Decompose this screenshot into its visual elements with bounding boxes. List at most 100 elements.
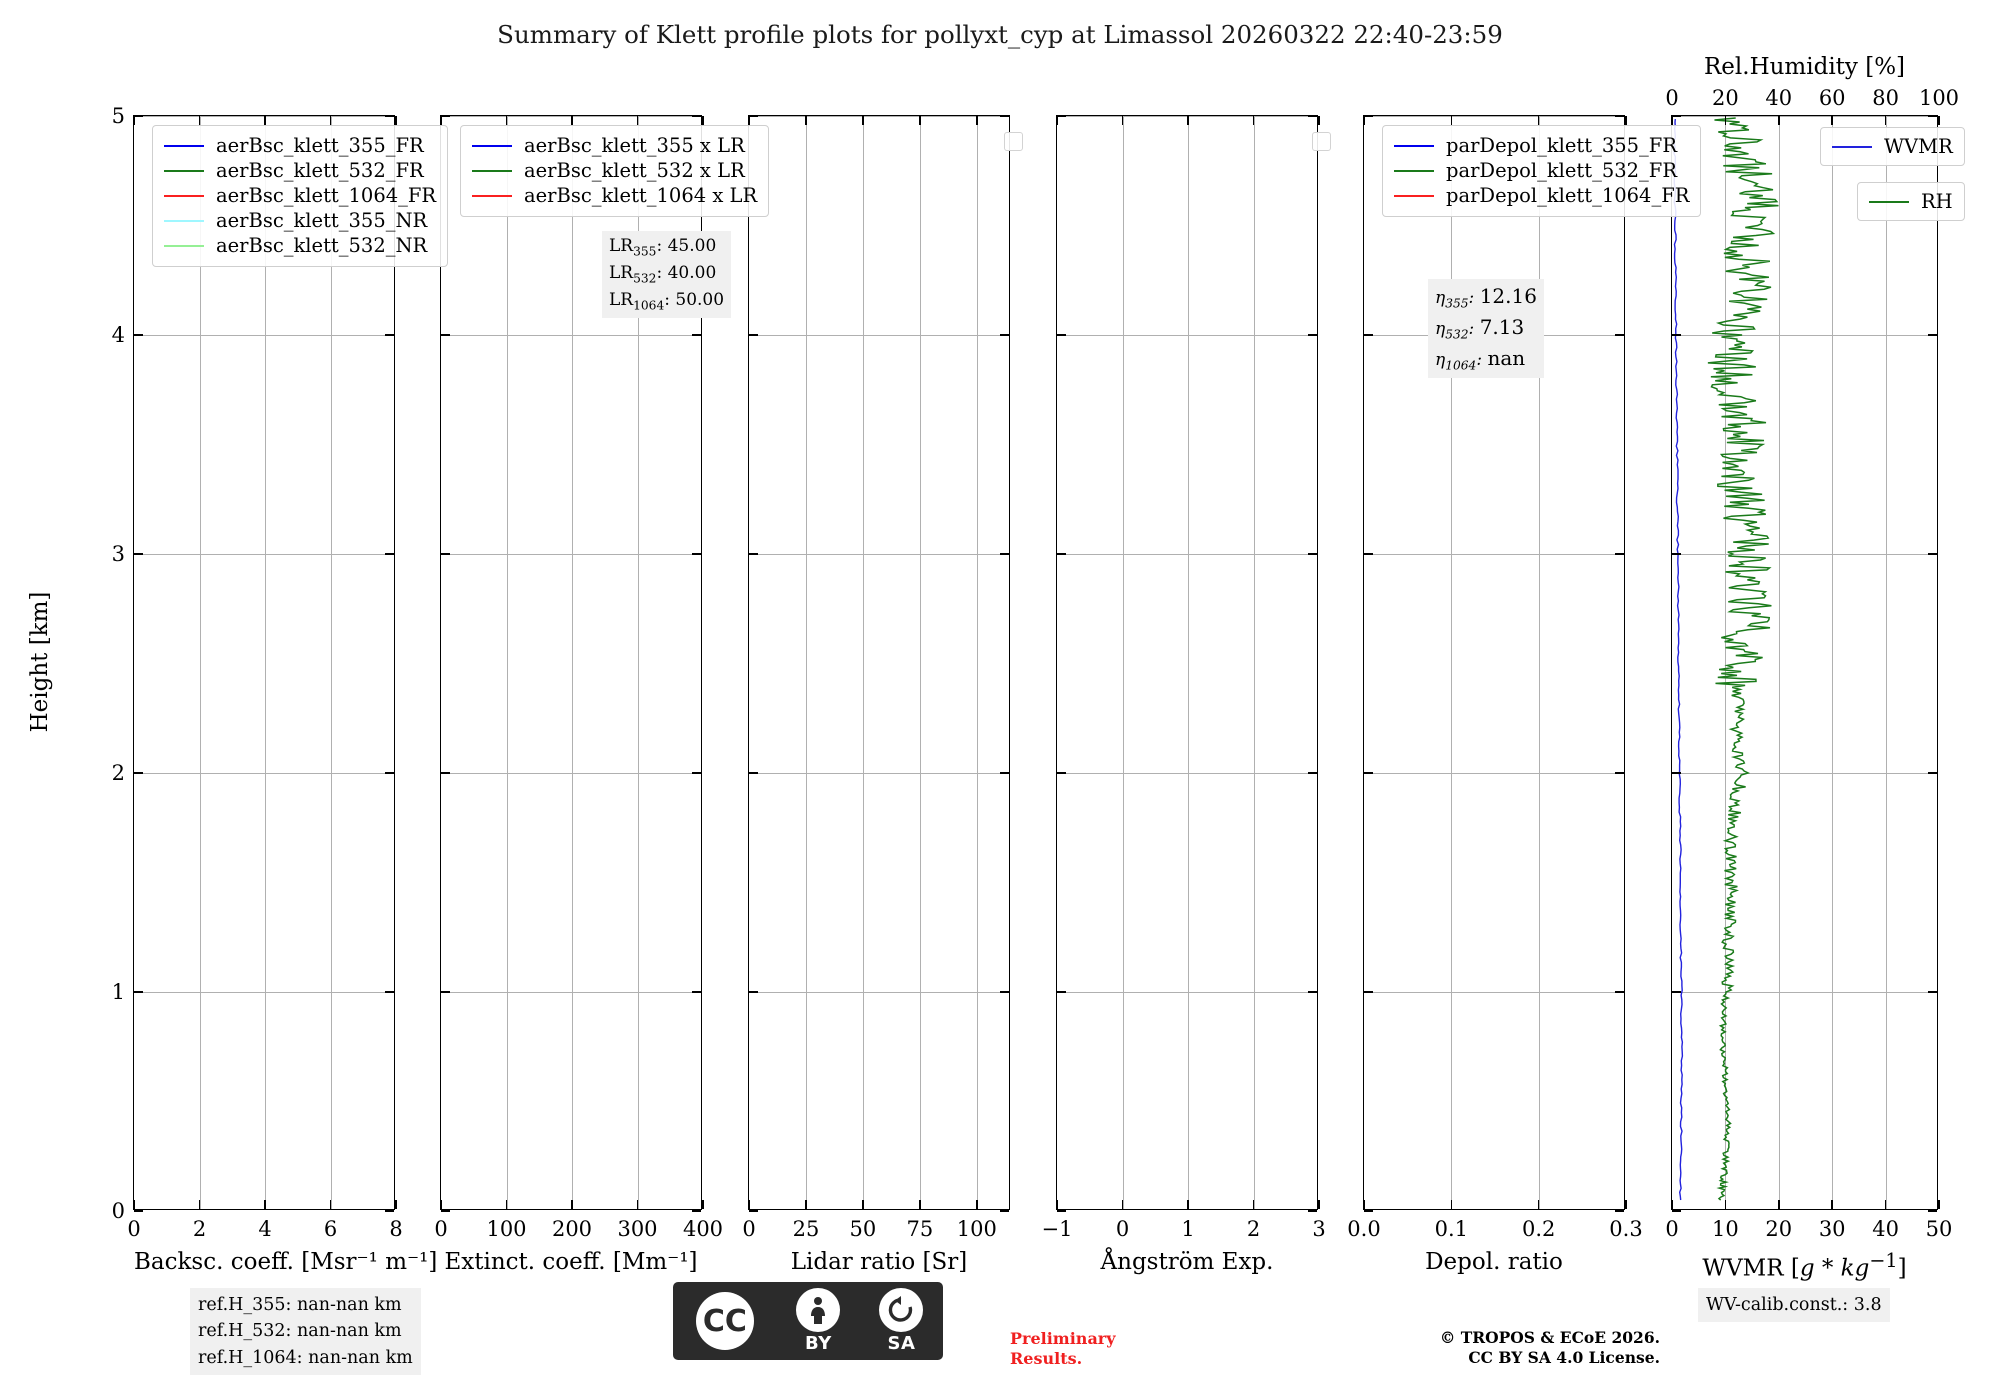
legend-rh[interactable]: RH (1857, 182, 1965, 221)
x-tick-mark (505, 116, 508, 125)
y-tick-mark (1057, 772, 1066, 774)
legend-backscatter[interactable]: aerBsc_klett_355_FR aerBsc_klett_532_FR ae… (152, 125, 449, 267)
x-tick-mark (1778, 1200, 1780, 1209)
legend-item[interactable]: aerBsc_klett_1064 x LR (472, 183, 757, 208)
gridline-horizontal (441, 116, 701, 117)
x-tick-label: 20 (1765, 1217, 1793, 1241)
plot-area-backscatter (134, 116, 394, 1209)
annotation-value: 7.13 (1479, 315, 1525, 340)
y-tick-mark (1057, 334, 1066, 336)
y-tick-mark (1615, 991, 1624, 993)
legend-color-swatch (472, 194, 512, 197)
x-tick-mark (329, 1200, 332, 1209)
y-tick-label: 1 (111, 980, 125, 1004)
gridline-vertical (1778, 116, 1780, 1209)
y-tick-mark (1308, 334, 1317, 336)
gridline-horizontal (1364, 554, 1624, 555)
legend-item[interactable]: aerBsc_klett_532_NR (164, 233, 436, 258)
ref-heights-box: ref.H_355: nan-nan km ref.H_532: nan-nan… (190, 1288, 421, 1375)
legend-extinction[interactable]: aerBsc_klett_355 x LR aerBsc_klett_532 x … (460, 125, 770, 217)
gridline-horizontal (749, 116, 1009, 117)
legend-color-swatch (1869, 200, 1909, 203)
x-tick-mark (1450, 1200, 1453, 1209)
x-tick-label: 0 (1115, 1217, 1130, 1241)
annotation-row: LR532: 40.00 (609, 261, 724, 288)
x-tick-mark (862, 116, 864, 125)
preliminary-note: Preliminary Results. (1010, 1329, 1116, 1370)
gridline-horizontal (1057, 992, 1317, 993)
y-tick-mark (1057, 1210, 1066, 1212)
y-tick-mark (1000, 115, 1009, 117)
legend-item[interactable]: aerBsc_klett_532 x LR (472, 158, 757, 183)
x-tick-mark (976, 116, 978, 125)
annotation-value: 45.00 (667, 236, 717, 256)
y-tick-mark (385, 553, 394, 555)
page-title: Summary of Klett profile plots for polly… (497, 20, 1503, 49)
legend-color-swatch (472, 144, 512, 147)
x-tick-mark (1187, 1200, 1189, 1209)
legend-placeholder-lidar-ratio[interactable] (1004, 132, 1023, 151)
gridline-horizontal (1364, 992, 1624, 993)
y-tick-mark (1000, 553, 1009, 555)
x-tick-label-top: 100 (1918, 86, 1960, 110)
x-tick-mark (1625, 1200, 1627, 1209)
legend-item[interactable]: aerBsc_klett_532_FR (164, 158, 436, 183)
gridline-vertical (572, 116, 573, 1209)
legend-item[interactable]: WVMR (1832, 134, 1953, 159)
legend-color-swatch (1394, 169, 1434, 172)
cc-sa-label: SA (887, 1333, 916, 1354)
y-tick-mark (749, 115, 758, 117)
cc-license-badge[interactable]: CC BY SA (673, 1282, 943, 1360)
legend-item[interactable]: parDepol_klett_1064_FR (1394, 183, 1689, 208)
x-tick-mark (1884, 1200, 1887, 1209)
x-tick-mark (748, 1200, 750, 1209)
legend-placeholder-angstrom[interactable] (1312, 132, 1331, 151)
legend-item[interactable]: RH (1869, 189, 1953, 214)
legend-wvmr[interactable]: WVMR (1820, 127, 1965, 166)
x-tick-mark (1831, 116, 1833, 125)
legend-item[interactable]: aerBsc_klett_355_NR (164, 208, 436, 233)
plot-panel-angstrom: −1 0 1 2 3 Ångström Exp. (1042, 115, 1326, 1275)
plot-panel-lidar-ratio: 0 25 50 75 100 Lidar ratio [Sr] (742, 115, 1010, 1275)
y-tick-mark (1672, 991, 1681, 993)
gridline-horizontal (749, 335, 1009, 336)
legend-item[interactable]: parDepol_klett_532_FR (1394, 158, 1689, 183)
gridline-horizontal (1672, 992, 1937, 993)
legend-item[interactable]: aerBsc_klett_355_FR (164, 133, 436, 158)
y-tick-mark (385, 334, 394, 336)
x-tick-label: 75 (906, 1217, 934, 1241)
y-tick-mark (1057, 553, 1066, 555)
y-tick-mark (441, 334, 450, 336)
x-tick-mark (1671, 116, 1673, 125)
gridline-horizontal (1364, 116, 1624, 117)
annotation-row: η1064: nan (1435, 344, 1537, 375)
x-tick-mark (702, 1200, 704, 1209)
y-tick-mark (1308, 115, 1317, 117)
x-tick-mark (1537, 1200, 1540, 1209)
x-tick-mark (571, 1200, 573, 1209)
x-tick-label: 6 (323, 1217, 338, 1241)
y-tick-mark (385, 772, 394, 774)
y-tick-mark (1364, 1210, 1373, 1212)
x-tick-mark (1938, 116, 1940, 125)
annotation-value: 12.16 (1479, 284, 1537, 308)
gridline-horizontal (1672, 335, 1937, 336)
y-tick-mark (1615, 334, 1624, 336)
gridline-vertical (1885, 116, 1887, 1209)
ref-height-532: ref.H_532: nan-nan km (198, 1321, 402, 1342)
gridline-vertical (1832, 116, 1834, 1209)
annotation-symbol: η532: (1435, 319, 1480, 342)
annotation-symbol: η1064: (1435, 350, 1488, 373)
legend-item[interactable]: aerBsc_klett_1064_FR (164, 183, 436, 208)
x-tick-mark (1121, 1200, 1124, 1209)
x-tick-mark (805, 1200, 807, 1209)
legend-item[interactable]: aerBsc_klett_355 x LR (472, 133, 757, 158)
y-tick-mark (1308, 991, 1317, 993)
legend-item[interactable]: parDepol_klett_355_FR (1394, 133, 1689, 158)
x-tick-label: 100 (486, 1217, 527, 1241)
legend-label: parDepol_klett_1064_FR (1446, 183, 1690, 207)
y-tick-mark (1928, 991, 1937, 993)
legend-depol-ratio[interactable]: parDepol_klett_355_FR parDepol_klett_532_… (1382, 125, 1702, 217)
x-tick-mark (702, 116, 704, 125)
